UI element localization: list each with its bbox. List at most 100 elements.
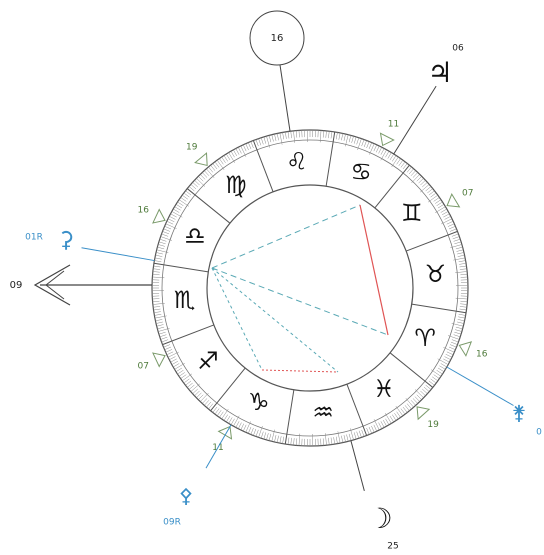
sign-divider — [347, 384, 367, 435]
degree-tick — [251, 428, 254, 434]
degree-tick — [455, 330, 462, 332]
degree-tick — [443, 359, 449, 362]
degree-tick — [445, 216, 451, 219]
degree-tick — [153, 274, 160, 275]
sign-glyph: ♑ — [248, 388, 270, 416]
degree-tick — [371, 426, 374, 432]
degree-tick — [222, 157, 226, 163]
degree-tick — [403, 407, 407, 413]
degree-tick — [167, 352, 173, 355]
degree-tick — [168, 219, 174, 222]
degree-tick — [415, 389, 424, 397]
degree-tick — [407, 404, 411, 409]
degree-tick — [181, 375, 187, 379]
house-cusp-marker — [447, 194, 459, 207]
sign-glyph: ♌ — [286, 148, 308, 176]
aspect-line — [212, 268, 262, 370]
degree-tick — [200, 393, 208, 402]
degree-tick — [285, 132, 286, 139]
degree-tick — [156, 252, 163, 254]
degree-tick — [341, 436, 342, 443]
degree-tick — [153, 271, 160, 272]
degree-tick — [441, 364, 447, 368]
sign-glyph: ♏ — [174, 286, 196, 314]
degree-tick — [191, 384, 200, 392]
planet-line — [447, 367, 514, 406]
house-cusp-degree: 16 — [476, 349, 488, 359]
degree-tick — [206, 169, 214, 178]
degree-tick — [169, 216, 175, 219]
inner-ring — [207, 185, 413, 391]
degree-tick — [336, 437, 337, 444]
degree-tick — [154, 266, 161, 267]
sign-glyph: ♓ — [373, 375, 395, 403]
midheaven-line — [280, 65, 290, 131]
degree-tick — [155, 258, 162, 259]
degree-tick — [236, 148, 239, 154]
degree-tick — [441, 209, 447, 213]
degree-tick — [432, 377, 438, 381]
midheaven: 16 — [250, 11, 304, 131]
degree-tick — [354, 432, 356, 439]
aspect-line — [212, 268, 388, 335]
degree-tick — [168, 352, 179, 357]
degree-tick — [406, 398, 414, 407]
degree-tick — [296, 438, 297, 445]
degree-tick — [213, 163, 217, 169]
degree-tick — [256, 430, 258, 437]
degree-tick — [447, 352, 453, 355]
planet-glyph: ⚳ — [58, 228, 74, 253]
degree-tick — [452, 340, 459, 342]
degree-tick — [182, 195, 188, 199]
house-cusp-degree: 19 — [427, 420, 439, 430]
degree-tick — [405, 405, 409, 410]
degree-tick — [357, 138, 359, 145]
degree-tick — [411, 174, 419, 183]
degree-tick — [331, 132, 332, 139]
degree-tick — [159, 332, 166, 334]
degree-tick — [438, 204, 444, 208]
degree-tick — [264, 432, 266, 439]
degree-tick — [274, 435, 276, 442]
degree-tick — [381, 150, 387, 160]
degree-tick — [184, 193, 190, 197]
degree-tick — [159, 242, 166, 244]
degree-tick — [427, 189, 432, 193]
degree-tick — [193, 182, 198, 187]
degree-tick — [422, 389, 427, 394]
degree-tick — [357, 432, 359, 439]
degree-tick — [392, 157, 399, 167]
degree-tick — [226, 154, 230, 160]
degree-tick — [241, 146, 246, 157]
degree-tick — [165, 347, 171, 350]
degree-tick — [396, 406, 403, 416]
degree-tick — [392, 155, 396, 161]
degree-tick — [153, 269, 160, 270]
sign-glyph: ♒ — [312, 398, 334, 426]
degree-tick — [323, 438, 324, 445]
degree-tick — [283, 132, 284, 139]
degree-tick — [458, 255, 465, 256]
degree-tick — [160, 239, 167, 241]
degree-tick — [219, 159, 223, 165]
degree-tick — [349, 135, 351, 142]
degree-tick — [184, 379, 190, 383]
degree-tick — [443, 347, 454, 352]
degree-tick — [153, 301, 160, 302]
planet-glyph: ⚴ — [179, 484, 194, 508]
degree-tick — [256, 140, 258, 147]
degree-tick — [401, 409, 405, 415]
degree-tick — [241, 424, 244, 430]
degree-tick — [458, 317, 465, 318]
degree-tick — [246, 144, 249, 150]
degree-tick — [326, 131, 327, 138]
sign-divider — [390, 353, 433, 388]
degree-tick — [251, 142, 254, 148]
degree-tick — [428, 195, 438, 202]
degree-tick — [269, 135, 271, 142]
sign-glyph: ♐ — [197, 347, 219, 375]
degree-tick — [233, 416, 239, 426]
planet-glyph: ☽ — [367, 502, 392, 535]
degree-tick — [157, 247, 164, 249]
degree-tick — [392, 415, 396, 421]
